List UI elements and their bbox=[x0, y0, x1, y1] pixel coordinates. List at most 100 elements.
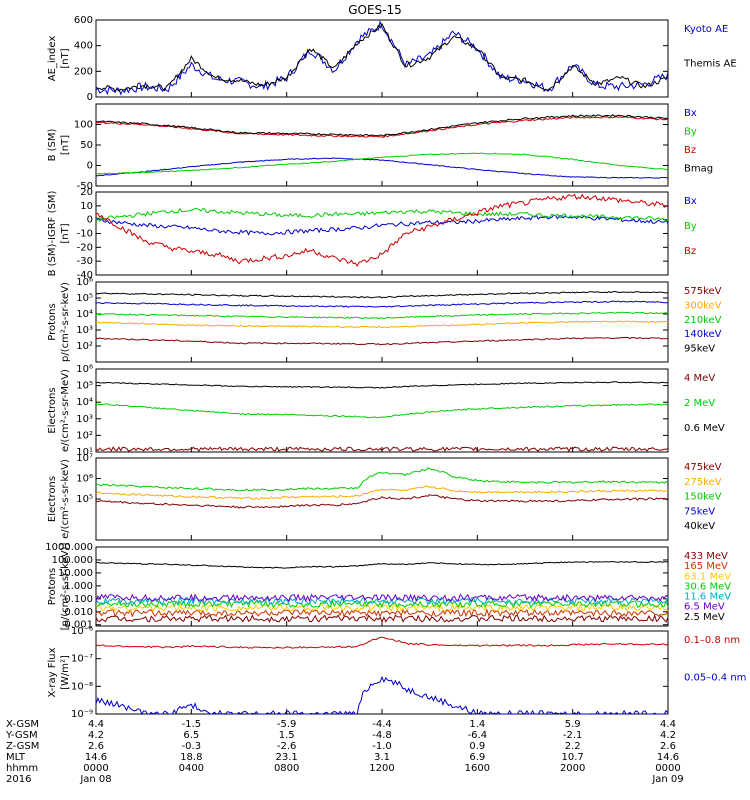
ephemeris-value: 4.4 bbox=[88, 719, 104, 730]
legend-label: By bbox=[684, 221, 697, 232]
series-line bbox=[95, 636, 669, 649]
y-tick-label: 10² bbox=[76, 341, 93, 352]
ephemeris-value: 14.6 bbox=[657, 752, 679, 763]
series-line bbox=[95, 19, 669, 96]
y-axis-label: Electrons bbox=[47, 387, 58, 433]
series-line bbox=[95, 157, 669, 179]
ephemeris-value: Jan 08 bbox=[79, 774, 111, 785]
ephemeris-value: -0.3 bbox=[182, 741, 202, 752]
series-line bbox=[95, 446, 669, 452]
legend-label: Themis AE bbox=[683, 59, 737, 70]
series-line bbox=[95, 596, 669, 606]
y-tick-label: 10⁴ bbox=[76, 309, 93, 320]
ephemeris-row-label: Z-GSM bbox=[6, 741, 39, 752]
series-line bbox=[95, 290, 669, 299]
y-tick-label: -50 bbox=[77, 181, 93, 192]
series-line bbox=[95, 560, 668, 569]
panel-frame bbox=[95, 630, 669, 715]
legend-label: 0.6 MeV bbox=[684, 423, 725, 434]
legend-label: 300keV bbox=[684, 300, 722, 311]
y-tick-label: 10² bbox=[76, 430, 93, 441]
ephemeris-value: Jan 09 bbox=[651, 774, 683, 785]
y-tick-label: 20 bbox=[80, 187, 93, 198]
y-tick-label: 10.000 bbox=[58, 568, 93, 579]
ephemeris-value: 23.1 bbox=[276, 752, 298, 763]
series-line bbox=[95, 336, 669, 346]
y-tick-label: 0 bbox=[87, 92, 93, 103]
ephemeris-value: 2.6 bbox=[660, 741, 676, 752]
panel-frame bbox=[95, 191, 669, 276]
series-line bbox=[95, 675, 669, 716]
series-line bbox=[95, 403, 669, 419]
ephemeris-value: 3.1 bbox=[374, 752, 390, 763]
ephemeris-row-label: 2016 bbox=[6, 774, 31, 785]
legend-label: By bbox=[684, 127, 697, 138]
y-tick-label: 10⁻⁹ bbox=[71, 709, 93, 720]
ephemeris-row-label: X-GSM bbox=[6, 719, 39, 730]
legend-label: Bx bbox=[684, 196, 697, 207]
y-tick-label: 0 bbox=[87, 161, 93, 172]
ephemeris-value: 4.2 bbox=[660, 730, 676, 741]
legend-label: 11.6 MeV bbox=[684, 592, 731, 603]
legend-label: 95keV bbox=[684, 344, 715, 355]
y-axis-label: Protons bbox=[47, 303, 58, 340]
ephemeris-value: 6.5 bbox=[183, 730, 199, 741]
series-line bbox=[95, 114, 669, 137]
legend-label: 575keV bbox=[684, 286, 722, 297]
y-tick-label: 100.000 bbox=[52, 555, 93, 566]
legend-label: 0.1–0.8 nm bbox=[684, 635, 740, 646]
ephemeris-value: 0.9 bbox=[469, 741, 485, 752]
legend-label: Kyoto AE bbox=[684, 24, 728, 35]
ephemeris-value: -2.6 bbox=[277, 741, 297, 752]
series-line bbox=[95, 485, 669, 500]
y-axis-unit-label: [W/m²] bbox=[60, 655, 71, 690]
series-line bbox=[95, 467, 669, 492]
legend-label: 0.05–0.4 nm bbox=[684, 673, 746, 684]
ephemeris-value: 1.4 bbox=[469, 719, 485, 730]
y-tick-label: -10 bbox=[77, 229, 93, 240]
y-tick-label: 0.100 bbox=[64, 594, 93, 605]
ephemeris-value: 4.2 bbox=[88, 730, 104, 741]
y-tick-label: 10⁴ bbox=[76, 397, 93, 408]
y-tick-label: 10⁻⁶ bbox=[71, 626, 93, 637]
legend-label: 2.5 MeV bbox=[684, 612, 725, 623]
ephemeris-value: 4.4 bbox=[660, 719, 676, 730]
ephemeris-value: 0400 bbox=[179, 763, 204, 774]
series-line bbox=[95, 300, 669, 308]
y-axis-unit-label: [nT] bbox=[60, 48, 71, 68]
y-tick-label: -40 bbox=[77, 270, 93, 281]
ephemeris-value: 6.9 bbox=[469, 752, 485, 763]
y-axis-unit-label: e/(cm²-s-sr-keV) bbox=[60, 459, 71, 539]
y-axis-unit-label: [p/(cm²-s-sr-keV)] bbox=[60, 543, 71, 631]
y-tick-label: 0 bbox=[87, 215, 93, 226]
y-tick-label: 10⁵ bbox=[76, 293, 93, 304]
y-tick-label: 10⁶ bbox=[76, 364, 93, 375]
y-tick-label: 10⁻⁸ bbox=[71, 681, 93, 692]
y-tick-label: 100 bbox=[74, 120, 93, 131]
y-tick-label: 10⁶ bbox=[76, 277, 93, 288]
y-tick-label: 400 bbox=[74, 41, 93, 52]
y-tick-label: 10³ bbox=[76, 325, 93, 336]
y-tick-label: 50 bbox=[80, 140, 93, 151]
ephemeris-value: 18.8 bbox=[180, 752, 202, 763]
ephemeris-value: 2.6 bbox=[88, 741, 104, 752]
legend-label: 75keV bbox=[684, 506, 715, 517]
series-line bbox=[95, 381, 669, 389]
plot-title: GOES-15 bbox=[348, 3, 402, 17]
y-axis-label: B (SM) bbox=[47, 128, 58, 161]
y-axis-label: Electrons bbox=[47, 476, 58, 522]
y-tick-label: 10⁵ bbox=[76, 494, 93, 505]
y-tick-label: 600 bbox=[74, 15, 93, 26]
ephemeris-value: 2000 bbox=[560, 763, 585, 774]
legend-label: 140keV bbox=[684, 329, 722, 340]
ephemeris-value: -5.9 bbox=[277, 719, 297, 730]
legend-label: Bz bbox=[684, 145, 696, 156]
series-line bbox=[95, 193, 669, 268]
y-axis-label: B (SM)-IGRF (SM) bbox=[47, 191, 58, 277]
y-axis-unit-label: p/(cm²-s-sr-keV) bbox=[60, 282, 71, 362]
series-line bbox=[95, 22, 669, 92]
ephemeris-value: 5.9 bbox=[565, 719, 581, 730]
legend-label: 150keV bbox=[684, 492, 722, 503]
legend-label: 275keV bbox=[684, 477, 722, 488]
